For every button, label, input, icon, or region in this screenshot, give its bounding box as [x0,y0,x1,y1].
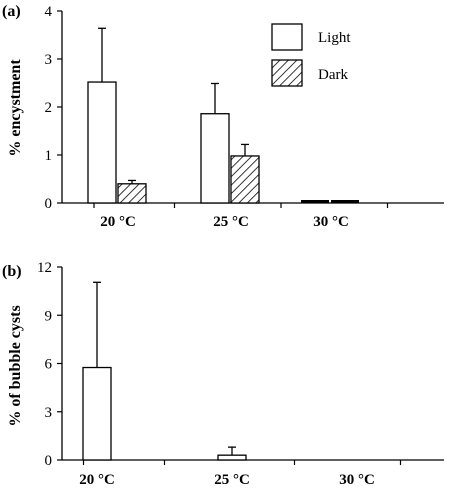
y-tick-label: 4 [45,4,53,20]
category-label: 25 °C [213,214,249,230]
y-tick-label: 6 [45,357,53,373]
panel-b-error-bars [93,281,236,456]
legend-label-light: Light [318,30,351,46]
bar [301,200,329,203]
legend-label-dark: Dark [318,67,348,83]
y-tick-label: 9 [45,308,53,324]
panel-a-label: (a) [2,3,21,20]
category-label: 25 °C [214,472,250,488]
panel-b-axes [61,267,444,465]
panel-b-bars [82,366,247,461]
category-label: 30 °C [339,472,375,488]
category-label: 30 °C [313,214,349,230]
legend-swatch-dark [271,59,303,87]
legend-swatch-light [271,23,303,51]
bar [87,81,117,204]
bar [230,155,260,204]
panel-a-y-axis-label: % encystment [7,59,24,157]
panel-a-bars [87,81,359,204]
y-tick-label: 0 [45,196,53,212]
panel-b: (b) % of bubble cysts 0 3 6 9 12 20 °C 25 °C 3… [2,260,444,488]
bar [331,200,359,203]
y-tick-label: 3 [45,405,53,421]
bar [200,113,230,204]
panel-a-error-bars [98,27,249,184]
category-label: 20 °C [100,214,136,230]
y-tick-label: 12 [37,260,52,276]
panel-a-legend: Light Dark [271,23,351,87]
panel-b-category-labels: 20 °C 25 °C 30 °C [79,472,375,488]
y-tick-label: 0 [45,453,53,469]
panel-a-y-ticks: 0 1 2 3 4 [45,4,62,212]
bar [82,366,112,461]
panel-a-category-labels: 20 °C 25 °C 30 °C [100,214,349,230]
bar [217,454,247,461]
panel-b-y-axis-label: % of bubble cysts [7,305,24,426]
y-tick-label: 3 [45,52,53,68]
y-tick-label: 1 [45,148,53,164]
panel-b-y-ticks: 0 3 6 9 12 [37,260,62,469]
panel-b-label: (b) [2,263,22,280]
bar [117,183,147,204]
y-tick-label: 2 [45,100,53,116]
category-label: 20 °C [79,472,115,488]
panel-a: (a) % encystment 0 1 2 3 4 20 °C 25 °C 30 °C L… [2,3,444,230]
